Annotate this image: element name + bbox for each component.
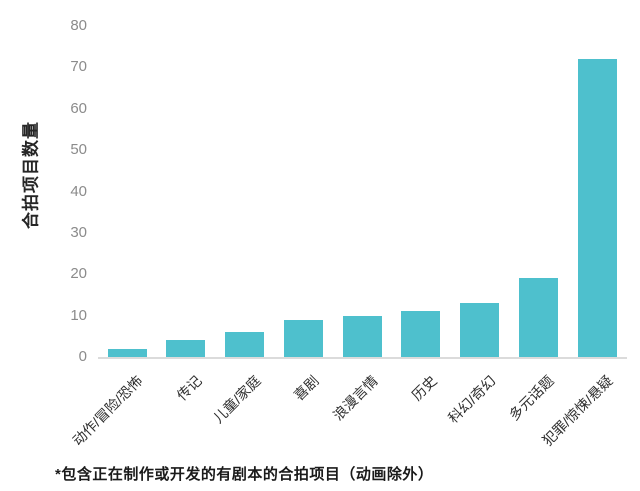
x-category-label: 动作/冒险/恐怖 [69,372,146,449]
x-category-label: 科幻/奇幻 [444,372,499,427]
bar [518,278,558,357]
x-category-label: 传记 [173,372,205,404]
bar [342,315,382,357]
y-tick-label: 10 [70,306,87,324]
chart-footnote: *包含正在制作或开发的有剧本的合拍项目（动画除外） [55,466,434,483]
y-tick-label: 30 [70,223,87,241]
x-category-label: 儿童/家庭 [209,372,264,427]
bar [166,340,206,357]
bar [401,311,441,357]
bar [107,348,147,357]
y-tick-label: 0 [78,348,87,365]
x-axis-line [98,357,627,359]
x-category-label: 历史 [408,372,440,404]
y-tick-label: 40 [70,182,87,200]
x-category-label: 多元话题 [506,372,557,424]
bar [460,303,499,357]
y-tick-label: 50 [70,141,87,159]
y-axis-title: 合拍项目数量 [21,121,41,229]
x-category-label: 浪漫言情 [329,372,381,424]
x-category-label: 喜剧 [290,372,322,404]
bar [225,332,264,357]
y-tick-label: 70 [70,58,87,76]
y-tick-label: 20 [70,265,87,283]
bar [283,319,323,357]
bar [577,59,617,357]
y-tick-label: 80 [70,17,87,34]
y-tick-label: 60 [70,99,87,117]
